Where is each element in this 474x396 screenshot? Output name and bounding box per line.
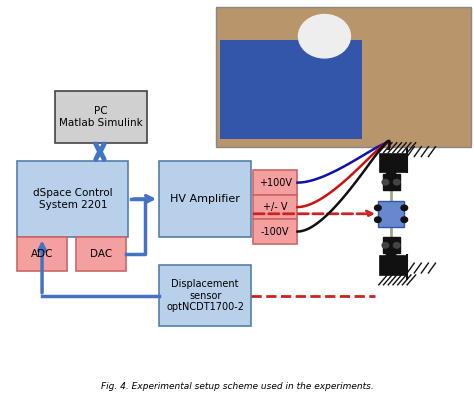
Text: ADC: ADC <box>31 249 53 259</box>
Bar <box>17 238 67 271</box>
Text: HV Amplifier: HV Amplifier <box>170 194 240 204</box>
Text: -100V: -100V <box>261 227 289 236</box>
Circle shape <box>393 179 400 185</box>
Circle shape <box>374 217 381 223</box>
Circle shape <box>382 179 389 185</box>
Bar <box>76 238 126 271</box>
Circle shape <box>299 15 350 58</box>
Bar <box>159 265 251 326</box>
Circle shape <box>386 248 396 255</box>
Bar <box>159 160 251 238</box>
Text: DAC: DAC <box>90 249 112 259</box>
Circle shape <box>401 217 408 223</box>
Bar <box>253 219 298 244</box>
Bar <box>378 201 404 227</box>
Bar <box>379 255 407 275</box>
Bar <box>17 160 128 238</box>
Bar <box>383 238 400 253</box>
Bar <box>253 170 298 195</box>
Bar <box>216 7 471 147</box>
Circle shape <box>382 243 389 248</box>
Text: PC
Matlab Simulink: PC Matlab Simulink <box>59 106 143 128</box>
Bar <box>55 91 147 143</box>
Circle shape <box>393 243 400 248</box>
Circle shape <box>386 168 396 176</box>
Bar <box>253 195 298 219</box>
Text: +100V: +100V <box>258 178 292 188</box>
Circle shape <box>386 172 396 180</box>
Text: Displacement
sensor
optNCDT1700-2: Displacement sensor optNCDT1700-2 <box>166 279 244 312</box>
Circle shape <box>374 205 381 211</box>
Text: +/- V: +/- V <box>263 202 287 212</box>
Circle shape <box>386 251 396 259</box>
Text: Fig. 4. Experimental setup scheme used in the experiments.: Fig. 4. Experimental setup scheme used i… <box>100 383 374 391</box>
Bar <box>220 40 362 139</box>
Text: dSpace Control
System 2201: dSpace Control System 2201 <box>33 188 113 210</box>
Bar <box>383 174 400 190</box>
Circle shape <box>401 205 408 211</box>
Bar <box>379 152 407 172</box>
